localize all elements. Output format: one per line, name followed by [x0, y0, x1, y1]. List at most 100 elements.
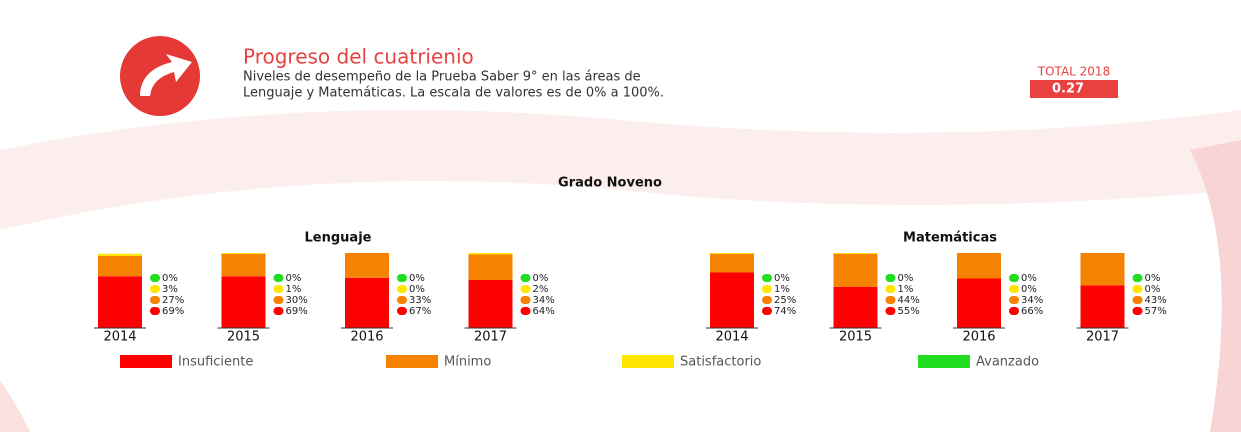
x-tick-label: 2014 — [103, 330, 136, 345]
legend-swatch — [622, 355, 674, 368]
label-dot — [520, 274, 531, 282]
background-swirl — [0, 110, 1241, 230]
label-dot — [273, 296, 284, 304]
value-label: 1% — [286, 284, 302, 295]
value-label: 0% — [1145, 284, 1161, 295]
x-tick-label: 2017 — [1086, 330, 1119, 345]
value-label: 3% — [162, 284, 178, 295]
label-dot — [885, 307, 896, 315]
label-dot — [1009, 285, 1019, 293]
value-label: 0% — [162, 273, 178, 284]
bar-segment — [1080, 253, 1125, 286]
label-dot — [273, 307, 284, 315]
value-label: 34% — [1021, 295, 1043, 306]
x-tick-label: 2016 — [962, 330, 995, 345]
label-dot — [1009, 274, 1019, 282]
value-label: 74% — [774, 306, 796, 317]
value-label: 25% — [774, 295, 796, 306]
label-dot — [150, 285, 160, 293]
label-dot — [1009, 296, 1019, 304]
value-label: 0% — [1021, 284, 1037, 295]
subtitle: Niveles de desempeño de la Prueba Saber … — [243, 70, 641, 85]
value-label: 33% — [409, 295, 431, 306]
bar-segment — [710, 272, 754, 328]
bar-segment — [833, 253, 878, 287]
value-label: 2% — [533, 284, 549, 295]
label-dot — [1132, 307, 1143, 315]
bar-segment — [345, 277, 389, 328]
value-label: 27% — [162, 295, 184, 306]
background-swirl — [0, 380, 30, 432]
value-label: 0% — [286, 273, 302, 284]
legend-label: Satisfactorio — [680, 355, 761, 370]
value-label: 0% — [1021, 273, 1037, 284]
bar-segment — [98, 276, 142, 328]
value-label: 0% — [409, 273, 425, 284]
label-dot — [273, 285, 284, 293]
value-label: 67% — [409, 306, 431, 317]
bar-segment — [833, 253, 878, 254]
label-dot — [1132, 296, 1143, 304]
label-dot — [150, 296, 160, 304]
value-label: 57% — [1145, 306, 1167, 317]
legend-swatch — [120, 355, 172, 368]
value-label: 0% — [1145, 273, 1161, 284]
label-dot — [762, 296, 772, 304]
value-label: 64% — [533, 306, 555, 317]
bar-segment — [468, 253, 513, 255]
value-label: 44% — [898, 295, 920, 306]
label-dot — [762, 285, 772, 293]
bar-segment — [957, 253, 1001, 279]
total-label: TOTAL 2018 — [1037, 65, 1110, 79]
icon-arrow — [140, 54, 192, 96]
label-dot — [762, 274, 772, 282]
value-label: 30% — [286, 295, 308, 306]
label-dot — [397, 296, 407, 304]
value-label: 0% — [898, 273, 914, 284]
label-dot — [885, 285, 896, 293]
value-label: 0% — [774, 273, 790, 284]
label-dot — [885, 274, 896, 282]
bar-segment — [468, 280, 513, 328]
bar-segment — [957, 278, 1001, 328]
label-dot — [520, 285, 531, 293]
label-dot — [397, 274, 407, 282]
total-badge — [1030, 80, 1118, 98]
bar-segment — [345, 253, 389, 278]
value-label: 55% — [898, 306, 920, 317]
value-label: 0% — [533, 273, 549, 284]
bar-segment — [221, 253, 266, 277]
value-label: 34% — [533, 295, 555, 306]
legend-swatch — [386, 355, 438, 368]
label-dot — [150, 307, 160, 315]
legend-label: Avanzado — [976, 355, 1039, 370]
label-dot — [150, 274, 160, 282]
value-label: 66% — [1021, 306, 1043, 317]
background-swirl — [1190, 140, 1241, 432]
chart-title: Matemáticas — [903, 231, 997, 246]
chart-title: Lenguaje — [305, 231, 372, 246]
value-label: 69% — [162, 306, 184, 317]
value-label: 1% — [774, 284, 790, 295]
label-dot — [520, 307, 531, 315]
bar-segment — [98, 256, 142, 277]
legend-label: Mínimo — [444, 355, 491, 370]
title: Progreso del cuatrienio — [243, 45, 474, 69]
bar-segment — [98, 253, 142, 256]
label-dot — [1009, 307, 1019, 315]
label-dot — [273, 274, 284, 282]
bar-segment — [833, 286, 878, 328]
x-tick-label: 2015 — [839, 330, 872, 345]
label-dot — [762, 307, 772, 315]
bar-segment — [1080, 285, 1125, 328]
total-value: 0.27 — [1052, 82, 1084, 97]
label-dot — [1132, 274, 1143, 282]
subtitle: Lenguaje y Matemáticas. La escala de val… — [243, 86, 664, 101]
label-dot — [1132, 285, 1143, 293]
value-label: 1% — [898, 284, 914, 295]
value-label: 0% — [409, 284, 425, 295]
label-dot — [885, 296, 896, 304]
legend-swatch — [918, 355, 970, 368]
x-tick-label: 2017 — [474, 330, 507, 345]
